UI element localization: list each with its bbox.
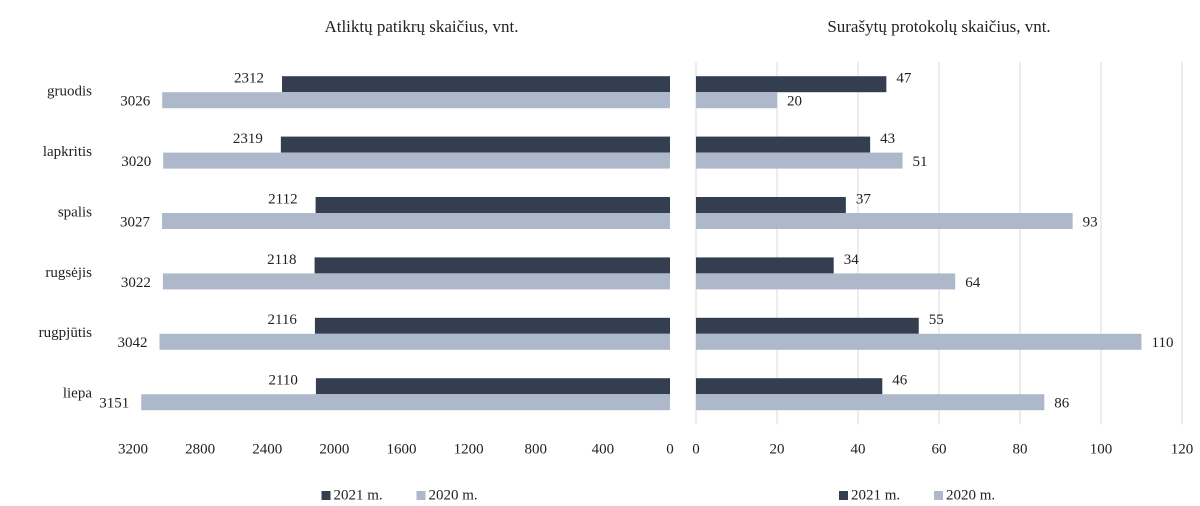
data-label: 110 bbox=[1152, 335, 1174, 351]
x-tick-label: 0 bbox=[692, 441, 700, 457]
data-label: 93 bbox=[1083, 214, 1098, 230]
data-label: 3020 bbox=[121, 154, 151, 170]
bar bbox=[696, 152, 903, 169]
x-tick-label: 40 bbox=[851, 441, 866, 457]
x-tick-label: 1600 bbox=[387, 441, 417, 457]
bar bbox=[141, 394, 671, 411]
legend-label: 2021 m. bbox=[334, 487, 383, 503]
bar bbox=[696, 197, 846, 213]
category-label: rugsėjis bbox=[45, 265, 92, 281]
legend-swatch bbox=[934, 491, 943, 500]
bar bbox=[696, 273, 956, 290]
category-label: lapkritis bbox=[43, 144, 92, 160]
legend-swatch bbox=[839, 491, 848, 500]
data-label: 20 bbox=[787, 94, 802, 110]
data-label: 43 bbox=[880, 131, 895, 147]
data-label: 3027 bbox=[120, 214, 151, 230]
category-label: spalis bbox=[58, 204, 92, 220]
bar bbox=[163, 152, 671, 169]
bar bbox=[696, 317, 919, 334]
data-label: 2319 bbox=[233, 131, 263, 147]
bar bbox=[696, 213, 1073, 229]
x-tick-label: 2000 bbox=[319, 441, 349, 457]
category-label: liepa bbox=[63, 386, 92, 402]
data-label: 47 bbox=[896, 71, 912, 87]
bar bbox=[696, 378, 883, 395]
bar bbox=[282, 76, 670, 93]
data-label: 46 bbox=[892, 373, 908, 389]
x-tick-label: 1200 bbox=[454, 441, 484, 457]
chart-title: Surašytų protokolų skaičius, vnt. bbox=[827, 17, 1050, 36]
bar bbox=[696, 333, 1142, 350]
x-tick-label: 80 bbox=[1013, 441, 1028, 457]
x-tick-label: 20 bbox=[770, 441, 785, 457]
bar bbox=[315, 197, 670, 213]
bar bbox=[162, 213, 670, 229]
data-label: 2110 bbox=[268, 373, 297, 389]
data-label: 34 bbox=[844, 252, 860, 268]
data-label: 2118 bbox=[267, 252, 296, 268]
x-tick-label: 2800 bbox=[185, 441, 215, 457]
data-label: 2116 bbox=[267, 312, 297, 328]
legend-label: 2020 m. bbox=[429, 487, 478, 503]
data-label: 86 bbox=[1054, 396, 1070, 412]
legend-swatch bbox=[321, 491, 331, 500]
data-label: 3042 bbox=[118, 335, 148, 351]
data-label: 37 bbox=[856, 191, 872, 207]
x-tick-label: 120 bbox=[1171, 441, 1194, 457]
data-label: 2312 bbox=[234, 71, 264, 87]
bar bbox=[314, 317, 670, 334]
bar bbox=[696, 394, 1045, 411]
data-label: 55 bbox=[929, 312, 944, 328]
x-tick-label: 400 bbox=[592, 441, 615, 457]
bar bbox=[696, 76, 887, 93]
x-tick-label: 0 bbox=[666, 441, 674, 457]
data-label: 3151 bbox=[99, 396, 129, 412]
bar bbox=[696, 257, 834, 274]
bar bbox=[280, 136, 670, 153]
bar bbox=[314, 257, 670, 274]
chart-title: Atliktų patikrų skaičius, vnt. bbox=[324, 17, 518, 36]
x-tick-label: 100 bbox=[1090, 441, 1113, 457]
legend-label: 2021 m. bbox=[851, 487, 900, 503]
bar bbox=[315, 378, 670, 395]
legend-swatch bbox=[416, 491, 426, 500]
data-label: 2112 bbox=[268, 191, 297, 207]
legend-label: 2020 m. bbox=[946, 487, 995, 503]
category-label: rugpjūtis bbox=[39, 325, 92, 341]
bar bbox=[159, 333, 670, 350]
bar bbox=[696, 92, 777, 109]
x-tick-label: 60 bbox=[932, 441, 947, 457]
data-label: 3022 bbox=[121, 275, 151, 291]
data-label: 3026 bbox=[120, 94, 151, 110]
x-tick-label: 3200 bbox=[118, 441, 148, 457]
x-tick-label: 800 bbox=[525, 441, 548, 457]
category-label: gruodis bbox=[47, 84, 92, 100]
data-label: 64 bbox=[965, 275, 981, 291]
bar bbox=[696, 136, 871, 153]
data-label: 51 bbox=[913, 154, 928, 170]
x-tick-label: 2400 bbox=[252, 441, 282, 457]
bar bbox=[162, 92, 670, 109]
bar bbox=[162, 273, 671, 290]
